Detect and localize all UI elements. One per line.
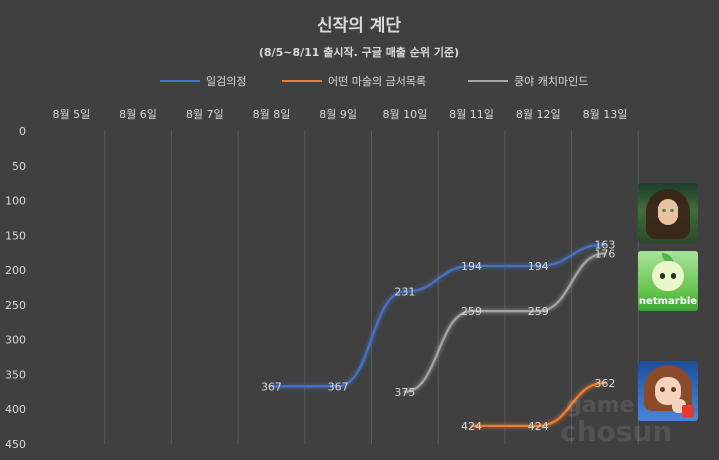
game-icon-warrior-woman [638, 183, 698, 243]
y-tick-label: 350 [5, 368, 26, 381]
x-tick-label: 8월 11일 [449, 107, 494, 121]
data-label: 163 [594, 238, 615, 251]
y-tick-label: 50 [12, 160, 26, 173]
eye-shape [671, 387, 676, 392]
series-lines [270, 243, 607, 428]
x-tick-label: 8월 12일 [516, 107, 561, 121]
data-label: 259 [528, 305, 549, 318]
legend-label: 쿵야 캐치마인드 [514, 75, 588, 88]
game-icon-netmarble-kungya: netmarble [638, 251, 698, 311]
data-label: 375 [394, 386, 415, 399]
x-tick-label: 8월 7일 [186, 107, 224, 121]
y-tick-label: 200 [5, 264, 26, 277]
y-tick-label: 300 [5, 334, 26, 347]
chart-title: 신작의 계단 [317, 16, 401, 36]
eye-shape [660, 273, 665, 279]
y-tick-label: 400 [5, 403, 26, 416]
eye-shape [662, 209, 666, 212]
series-line [270, 243, 607, 388]
legend: 일검의정 어떤 마술의 금서목록 쿵야 캐치마인드 [160, 74, 588, 88]
legend-label: 어떤 마술의 금서목록 [328, 75, 426, 88]
data-label: 194 [528, 260, 549, 273]
x-tick-label: 8월 5일 [52, 107, 90, 121]
data-label: 176 [594, 247, 615, 260]
data-label: 424 [528, 420, 549, 433]
x-axis-tick-labels: 8월 5일 8월 6일 8월 7일 8월 8일 8월 9일 8월 10일 8월 11일 8월 … [52, 107, 627, 121]
y-tick-label: 100 [5, 195, 26, 208]
data-label: 424 [461, 420, 482, 433]
data-label: 259 [461, 305, 482, 318]
x-tick-label: 8월 13일 [583, 107, 628, 121]
game-icon-anime-girl [638, 361, 698, 421]
x-tick-label: 8월 10일 [382, 107, 427, 121]
data-label: 367 [328, 380, 349, 393]
character-body [652, 261, 684, 291]
series-line [403, 252, 607, 393]
data-label: 194 [461, 260, 482, 273]
y-axis-tick-labels: 0 50 100 150 200 250 300 350 400 450 [5, 125, 26, 451]
face-shape [658, 199, 678, 225]
legend-label: 일검의정 [206, 74, 246, 88]
x-tick-label: 8월 9일 [319, 107, 357, 121]
series-line [470, 381, 607, 428]
y-tick-label: 150 [5, 229, 26, 242]
gridlines [104, 131, 639, 444]
data-label: 231 [394, 286, 415, 299]
y-tick-label: 0 [19, 125, 26, 138]
eye-shape [660, 387, 665, 392]
y-tick-label: 450 [5, 438, 26, 451]
eye-shape [670, 209, 674, 212]
publisher-badge-icon [682, 405, 694, 417]
data-labels: 367 367 231 194 194 163 424 424 362 375 259 259 176 [261, 238, 616, 433]
netmarble-logo-text: netmarble [638, 296, 698, 307]
x-tick-label: 8월 6일 [119, 107, 157, 121]
data-label: 362 [594, 377, 615, 390]
x-tick-label: 8월 8일 [253, 107, 291, 121]
y-tick-label: 250 [5, 299, 26, 312]
eye-shape [671, 273, 676, 279]
data-label: 367 [261, 380, 282, 393]
chart-subtitle: (8/5~8/11 출시작. 구글 매출 순위 기준) [259, 45, 459, 59]
